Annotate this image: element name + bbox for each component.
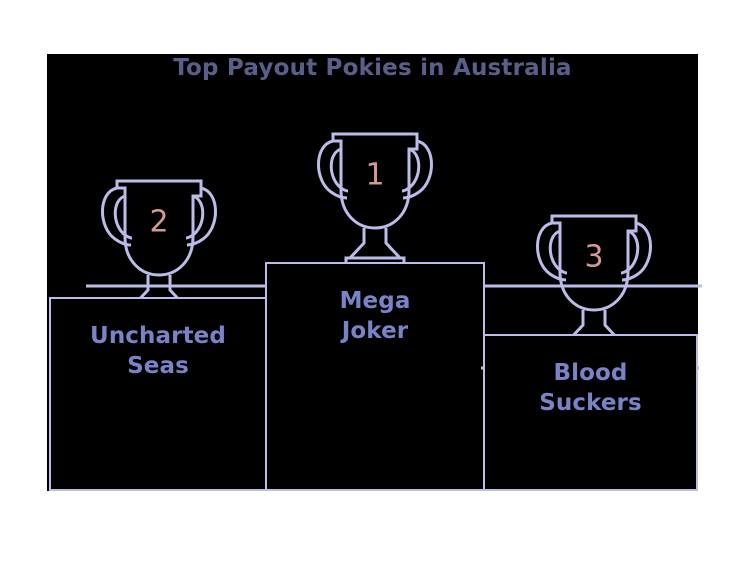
podium-label-third-place: Blood Suckers [539, 360, 642, 416]
podium-block-second-place[interactable]: Uncharted Seas [49, 297, 267, 491]
trophy-icon-second-place: 2 [49, 165, 267, 335]
podium-label-first-place: Mega Joker [339, 288, 411, 344]
podium-label-second-place: Uncharted Seas [90, 323, 226, 379]
podium-block-third-place[interactable]: Blood Suckers [483, 334, 698, 491]
rank-number-first: 1 [365, 158, 384, 193]
rank-number-third: 3 [584, 240, 603, 275]
trophy-icon-first-place: 1 [86, 118, 702, 288]
rank-number-second: 2 [149, 205, 168, 240]
podium-block-first-place[interactable]: Mega Joker [265, 262, 485, 491]
trophy-icon-third-place: 3 [481, 200, 699, 370]
page-title: Top Payout Pokies in Australia [173, 55, 572, 81]
